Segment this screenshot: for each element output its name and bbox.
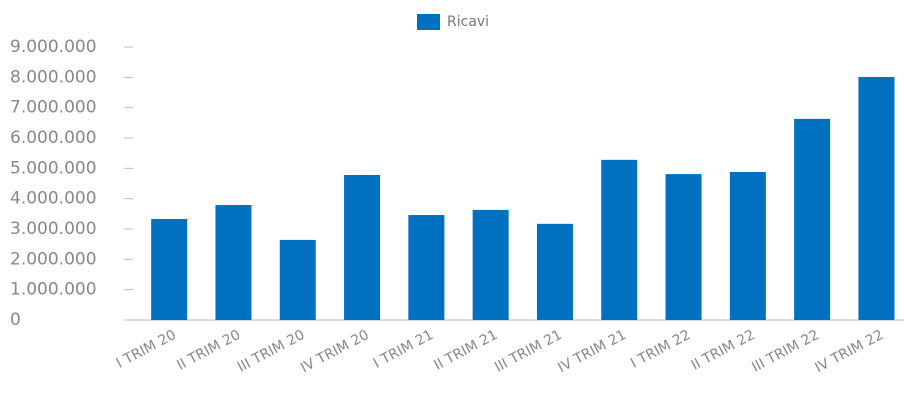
bar xyxy=(151,218,188,320)
bar xyxy=(344,175,381,320)
bar xyxy=(729,171,766,320)
legend-label: Ricavi xyxy=(447,14,489,30)
x-tick-label: I TRIM 22 xyxy=(628,327,693,372)
x-tick-label: IV TRIM 20 xyxy=(298,327,372,376)
x-tick-label: III TRIM 22 xyxy=(749,327,821,376)
bar xyxy=(472,209,509,320)
x-tick-label: II TRIM 21 xyxy=(432,327,501,374)
bar xyxy=(279,239,316,320)
x-tick-label: IV TRIM 21 xyxy=(555,327,629,376)
y-tick-label: 8.000.000 xyxy=(10,67,97,87)
bar xyxy=(408,215,445,320)
y-tick-label: 1.000.000 xyxy=(10,280,97,300)
y-tick-label: 0 xyxy=(10,310,21,330)
bar xyxy=(536,223,573,320)
y-tick-label: 4.000.000 xyxy=(10,189,97,209)
x-tick-label: III TRIM 21 xyxy=(492,327,564,376)
y-tick-label: 5.000.000 xyxy=(10,158,97,178)
x-tick-label: II TRIM 20 xyxy=(174,327,243,374)
bar xyxy=(858,77,895,320)
y-tick-label: 2.000.000 xyxy=(10,249,97,269)
y-tick-label: 6.000.000 xyxy=(10,128,97,148)
x-tick-label: I TRIM 20 xyxy=(114,327,179,372)
x-tick-label: I TRIM 21 xyxy=(371,327,436,372)
x-tick-label: IV TRIM 22 xyxy=(813,327,887,376)
y-tick-label: 3.000.000 xyxy=(10,219,97,239)
bar xyxy=(665,174,702,320)
x-tick-label: II TRIM 22 xyxy=(689,327,758,374)
bar xyxy=(601,159,638,320)
bar xyxy=(215,205,252,320)
y-tick-label: 7.000.000 xyxy=(10,98,97,118)
legend-swatch xyxy=(417,14,440,30)
x-tick-label: III TRIM 20 xyxy=(235,327,307,376)
y-tick-label: 9.000.000 xyxy=(10,37,97,57)
bar xyxy=(794,118,831,320)
